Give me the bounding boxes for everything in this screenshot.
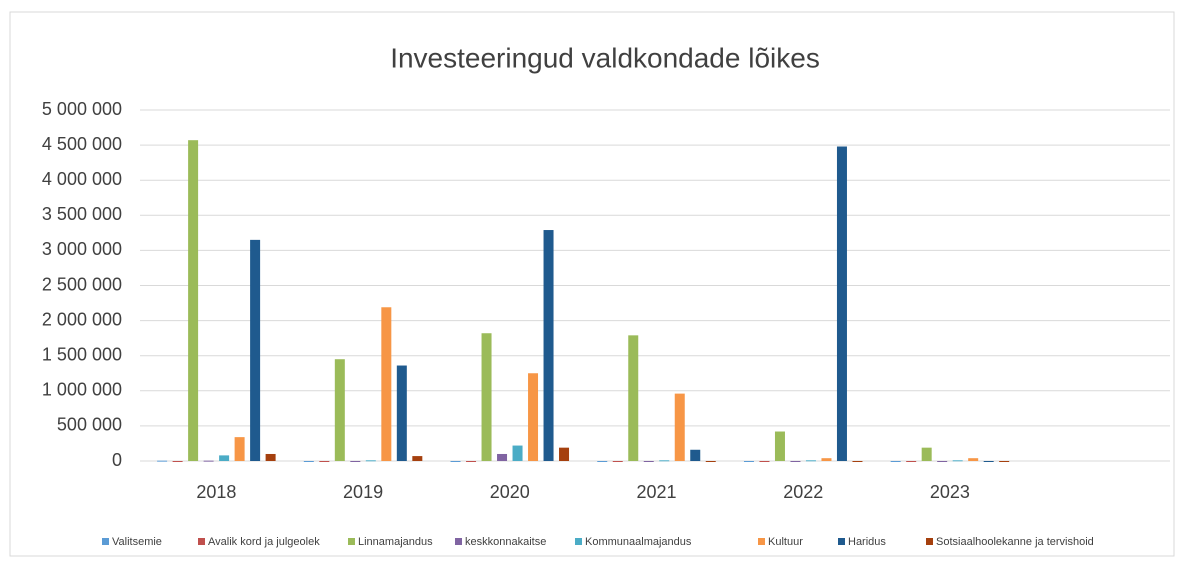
legend-swatch [198, 538, 205, 545]
y-tick-label: 4 000 000 [42, 169, 122, 189]
bar [559, 447, 570, 461]
y-tick-label: 5 000 000 [42, 99, 122, 119]
bar [412, 456, 423, 461]
bar [157, 460, 168, 462]
y-tick-label: 1 500 000 [42, 344, 122, 364]
y-tick-label: 500 000 [57, 415, 122, 435]
legend-label: keskkonnakaitse [465, 536, 546, 548]
y-tick-label: 2 500 000 [42, 274, 122, 294]
legend-swatch [455, 538, 462, 545]
bar [466, 461, 477, 462]
bar [481, 333, 492, 461]
bar [674, 393, 685, 461]
bar [705, 461, 716, 462]
bar [999, 461, 1010, 462]
legend-label: Sotsiaalhoolekanne ja tervishoid [936, 536, 1094, 548]
bar [852, 461, 863, 462]
legend-swatch [575, 538, 582, 545]
bar [234, 437, 245, 461]
y-tick-label: 2 000 000 [42, 309, 122, 329]
chart-title: Investeeringud valdkondade lõikes [390, 42, 820, 73]
bar [265, 453, 276, 461]
bar [937, 461, 948, 462]
bar [890, 461, 901, 462]
x-tick-label: 2018 [196, 482, 236, 502]
bar [219, 455, 230, 461]
bar [450, 461, 461, 462]
bar [597, 461, 608, 462]
x-tick-label: 2021 [636, 482, 676, 502]
bar [790, 461, 801, 462]
bar [497, 453, 508, 461]
bar [952, 460, 963, 462]
legend-swatch [926, 538, 933, 545]
bar [628, 335, 639, 461]
legend-label: Kultuur [768, 536, 803, 548]
bar [805, 460, 816, 462]
legend-swatch [348, 538, 355, 545]
x-tick-label: 2019 [343, 482, 383, 502]
bar [172, 461, 183, 462]
bar [836, 146, 847, 461]
bar [906, 461, 917, 462]
legend-swatch [838, 538, 845, 545]
legend-label: Haridus [848, 536, 886, 548]
bar [528, 373, 539, 461]
bar [350, 461, 361, 462]
bar [759, 461, 770, 462]
bar [659, 460, 670, 462]
legend-label: Linnamajandus [358, 536, 433, 548]
legend-label: Avalik kord ja julgeolek [208, 536, 320, 548]
bar [365, 460, 376, 462]
bar [512, 445, 523, 461]
bar [319, 461, 330, 462]
bar [983, 461, 994, 462]
x-tick-label: 2022 [783, 482, 823, 502]
legend-swatch [102, 538, 109, 545]
bar [188, 140, 199, 461]
legend-label: Kommunaalmajandus [585, 536, 692, 548]
bar [203, 460, 214, 462]
y-tick-label: 0 [112, 450, 122, 470]
bar [396, 365, 407, 461]
y-tick-label: 3 000 000 [42, 239, 122, 259]
bar [690, 449, 701, 461]
x-tick-label: 2020 [490, 482, 530, 502]
bar [543, 230, 554, 461]
bar [250, 239, 261, 461]
y-tick-label: 4 500 000 [42, 134, 122, 154]
bar [921, 447, 932, 461]
bar [968, 458, 979, 461]
bar [381, 307, 392, 461]
bar [821, 458, 832, 461]
x-tick-label: 2023 [930, 482, 970, 502]
bar [643, 461, 654, 462]
bar [303, 461, 314, 462]
bar [612, 461, 623, 462]
y-tick-label: 1 000 000 [42, 380, 122, 400]
bar [774, 431, 785, 461]
bar [743, 461, 754, 462]
chart-border [9, 11, 1175, 557]
bar [334, 359, 345, 461]
legend-label: Valitsemie [112, 536, 162, 548]
y-tick-label: 3 500 000 [42, 204, 122, 224]
legend-swatch [758, 538, 765, 545]
